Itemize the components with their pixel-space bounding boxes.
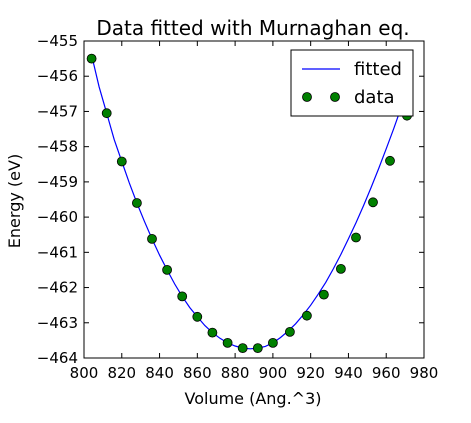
x-tick-label: 800 (70, 364, 99, 382)
data-point (335, 263, 346, 274)
y-tick-label: −464 (37, 349, 78, 367)
data-point (192, 311, 203, 322)
axes-frame (83, 40, 425, 359)
data-point (222, 337, 233, 348)
data-point (252, 343, 263, 354)
data-point (86, 53, 97, 64)
data-point (101, 108, 112, 119)
data-point (318, 289, 329, 300)
legend-data-label: data (354, 87, 395, 108)
x-tick-label: 920 (296, 364, 325, 382)
legend: fitted data (290, 49, 414, 117)
data-point (237, 343, 248, 354)
data-point (177, 291, 188, 302)
legend-data-marker-left (302, 92, 312, 102)
data-point (301, 310, 312, 321)
y-tick-label: −459 (37, 173, 78, 191)
y-tick-label: −461 (37, 243, 78, 261)
x-tick-label: 960 (372, 364, 401, 382)
y-tick-label: −455 (37, 32, 78, 50)
x-tick-label: 840 (145, 364, 174, 382)
y-axis-label: Energy (eV) (5, 154, 24, 248)
y-tick-label: −457 (37, 102, 78, 120)
data-point (267, 337, 278, 348)
x-tick-label: 940 (334, 364, 363, 382)
data-point (162, 264, 173, 275)
fitted-curve (91, 54, 408, 350)
x-tick-label: 820 (107, 364, 136, 382)
x-axis-label: Volume (Ang.^3) (185, 389, 322, 408)
data-point (131, 198, 142, 208)
x-tick-label: 880 (221, 364, 250, 382)
x-tick-label: 980 (410, 364, 439, 382)
data-point (147, 233, 157, 244)
legend-fitted-label: fitted (354, 59, 402, 80)
y-tick-label: −456 (37, 67, 78, 85)
chart-title: Data fitted with Murnaghan eq. (96, 16, 409, 40)
data-point (368, 197, 378, 208)
y-tick-label: −460 (37, 208, 78, 226)
legend-data-marker-right (330, 92, 340, 102)
data-point (116, 156, 127, 167)
data-point (351, 232, 361, 243)
plot-area (86, 53, 412, 354)
data-point (284, 326, 295, 337)
y-tick-label: −458 (37, 138, 78, 156)
data-point (207, 327, 218, 338)
y-tick-label: −463 (37, 314, 78, 332)
data-point (385, 155, 395, 166)
x-tick-label: 860 (183, 364, 212, 382)
legend-box (290, 49, 414, 117)
x-tick-label: 900 (259, 364, 288, 382)
y-tick-label: −462 (37, 279, 78, 297)
